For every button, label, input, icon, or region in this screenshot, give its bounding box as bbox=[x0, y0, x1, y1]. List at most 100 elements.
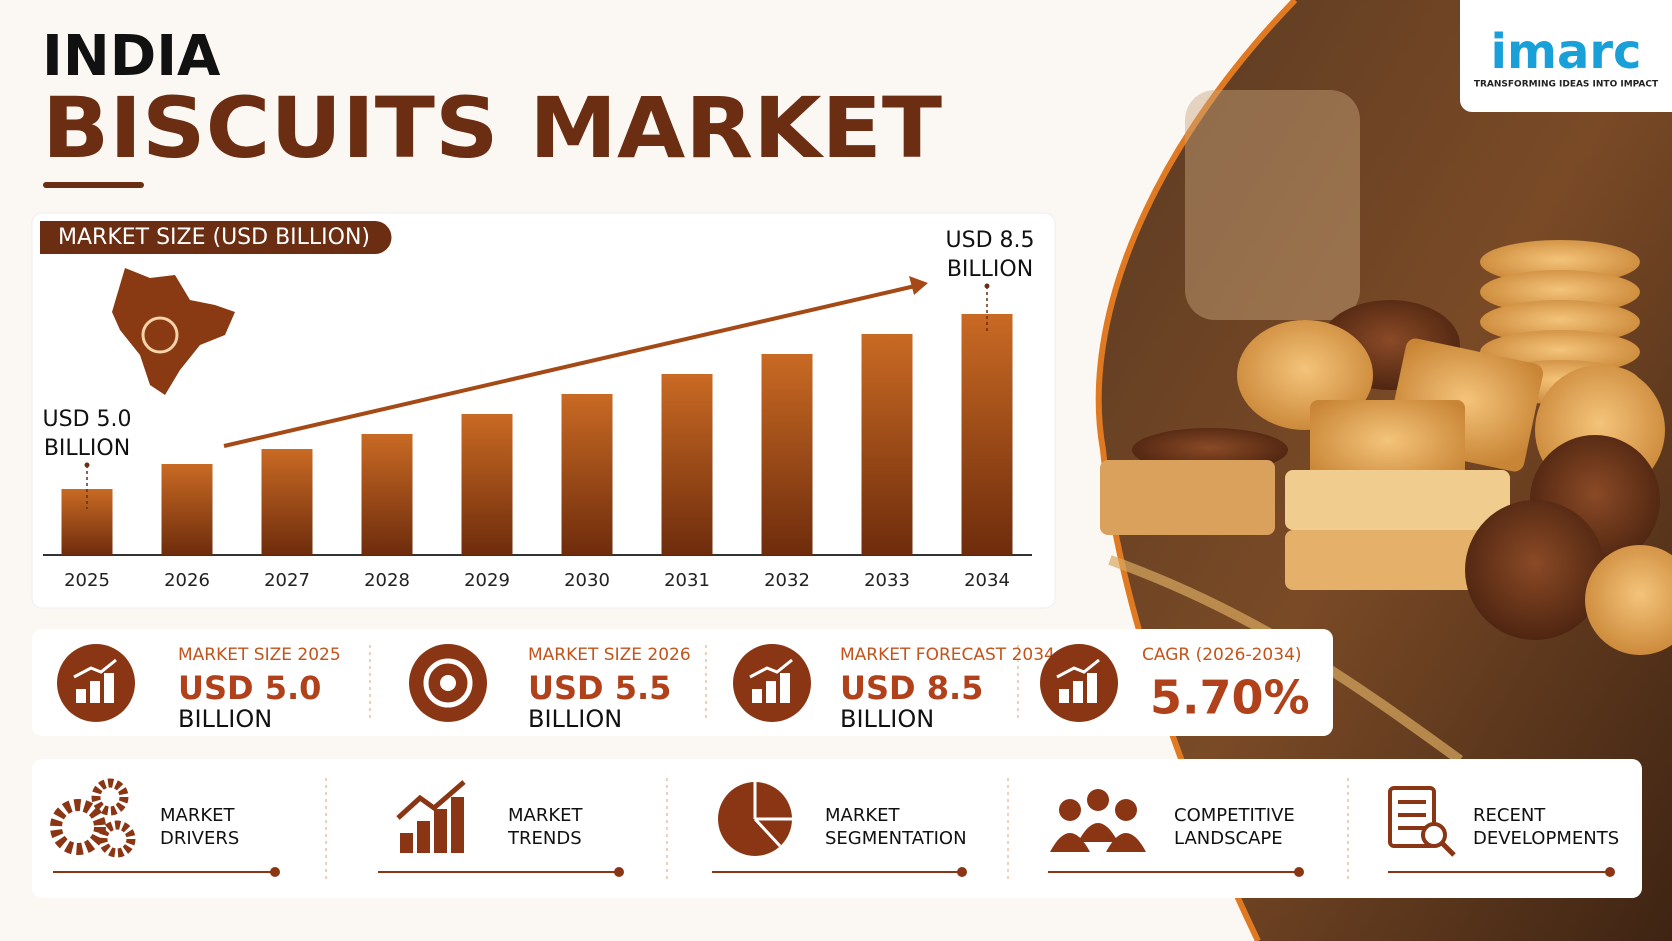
stat-icon-ring bbox=[423, 658, 473, 708]
x-tick-label: 2026 bbox=[164, 570, 210, 591]
stat-icon-bar bbox=[1059, 689, 1069, 703]
stat-icon-bar bbox=[1087, 673, 1097, 703]
topic-label: TRENDS bbox=[507, 828, 582, 849]
stat-icon-bar bbox=[780, 673, 790, 703]
title-line1: INDIA bbox=[42, 24, 221, 89]
bar bbox=[61, 489, 113, 555]
stat-unit: BILLION bbox=[178, 705, 272, 733]
topic-label: DEVELOPMENTS bbox=[1473, 828, 1619, 849]
bar bbox=[261, 449, 313, 555]
growth-arrow-head bbox=[909, 276, 928, 295]
topic-label: MARKET bbox=[825, 805, 901, 826]
stat-icon-bar bbox=[766, 681, 776, 703]
stat-label: MARKET SIZE 2025 bbox=[178, 645, 341, 665]
topic-icon bbox=[1421, 822, 1447, 848]
stat-icon-bar bbox=[752, 689, 762, 703]
stat-value: USD 5.5 bbox=[528, 669, 671, 707]
growth-arrow bbox=[223, 284, 916, 448]
stat-icon-bar bbox=[90, 681, 100, 703]
topics-card bbox=[32, 759, 1642, 898]
stat-value: 5.70% bbox=[1150, 671, 1310, 725]
bar bbox=[661, 374, 713, 555]
stat-unit: BILLION bbox=[528, 705, 622, 733]
topic-icon bbox=[1106, 833, 1146, 852]
bar bbox=[561, 394, 613, 555]
chart-title-pill bbox=[40, 221, 392, 254]
topic-icon bbox=[396, 780, 466, 820]
logo-name: imarc bbox=[1491, 24, 1642, 80]
stat-icon-bar bbox=[76, 689, 86, 703]
stat-icon-bar bbox=[1073, 681, 1083, 703]
x-tick-label: 2030 bbox=[564, 570, 610, 591]
bar-chart: 2025 2026 2027 2028 2029 2030 2031 2032 2033 2034… bbox=[43, 228, 1035, 591]
topic-icon bbox=[1078, 823, 1118, 842]
map-biscuit bbox=[141, 316, 179, 354]
stat-label: MARKET FORECAST 2034 bbox=[840, 645, 1055, 665]
india-map bbox=[112, 268, 235, 395]
topic-icon bbox=[91, 778, 129, 816]
topic-line-dot bbox=[1294, 867, 1304, 877]
topic-icon bbox=[1087, 789, 1109, 811]
annotation: USD 5.0 bbox=[43, 407, 132, 432]
x-tick-label: 2034 bbox=[964, 570, 1010, 591]
topic-label: DRIVERS bbox=[160, 828, 239, 849]
topic-icon bbox=[400, 833, 413, 853]
stats-card bbox=[32, 629, 1333, 736]
topic-line-dot bbox=[614, 867, 624, 877]
stat-icon-arrow bbox=[1056, 658, 1100, 679]
topic-label: MARKET bbox=[160, 805, 236, 826]
x-tick-label: 2033 bbox=[864, 570, 910, 591]
x-tick-label: 2028 bbox=[364, 570, 410, 591]
topic-label: SEGMENTATION bbox=[825, 828, 967, 849]
bar bbox=[961, 314, 1013, 555]
topic-icon bbox=[1440, 841, 1456, 857]
bar bbox=[761, 354, 813, 555]
x-tick-label: 2031 bbox=[664, 570, 710, 591]
stat-icon-arrow bbox=[73, 658, 117, 679]
annotation: BILLION bbox=[947, 257, 1033, 282]
x-tick-label: 2025 bbox=[64, 570, 110, 591]
stat-icon-bar bbox=[104, 673, 114, 703]
x-tick-label: 2029 bbox=[464, 570, 510, 591]
topic-label: RECENT bbox=[1473, 805, 1546, 826]
title-underline bbox=[43, 182, 144, 188]
topic-line-dot bbox=[957, 867, 967, 877]
topic-line-dot bbox=[1605, 867, 1615, 877]
topic-icon bbox=[1050, 833, 1090, 852]
stat-label: MARKET SIZE 2026 bbox=[528, 645, 691, 665]
chart-title: MARKET SIZE (USD BILLION) bbox=[58, 225, 370, 250]
stat-icon-dot bbox=[440, 675, 456, 691]
topic-icon bbox=[98, 820, 136, 858]
topic-icon bbox=[434, 809, 447, 853]
topic-icon bbox=[753, 782, 792, 848]
logo-box bbox=[1460, 0, 1672, 112]
topic-icon bbox=[50, 799, 106, 855]
topic-label: MARKET bbox=[508, 805, 584, 826]
bar bbox=[861, 334, 913, 555]
stat-value: USD 8.5 bbox=[840, 669, 983, 707]
stat-value: USD 5.0 bbox=[178, 669, 321, 707]
topic-icon bbox=[1115, 799, 1137, 821]
logo-tagline: TRANSFORMING IDEAS INTO IMPACT bbox=[1474, 80, 1659, 90]
biscuit-illustration bbox=[1100, 90, 1672, 765]
annotation-dot bbox=[984, 283, 990, 289]
stat-unit: BILLION bbox=[840, 705, 934, 733]
x-tick-label: 2027 bbox=[264, 570, 310, 591]
annotation-dot bbox=[84, 462, 90, 468]
topic-icon bbox=[1059, 799, 1081, 821]
x-tick-label: 2032 bbox=[764, 570, 810, 591]
topic-label: COMPETITIVE bbox=[1174, 805, 1295, 826]
title-line2: BISCUITS MARKET bbox=[42, 79, 942, 177]
stat-icon-arrow bbox=[749, 658, 793, 679]
topic-icon bbox=[1388, 786, 1436, 848]
annotation: USD 8.5 bbox=[946, 228, 1035, 253]
bar bbox=[161, 464, 213, 555]
bar bbox=[361, 434, 413, 555]
topic-icon bbox=[451, 797, 464, 853]
topic-label: LANDSCAPE bbox=[1174, 828, 1283, 849]
topics: MARKETDRIVERSMARKETTRENDSMARKETSEGMENTAT… bbox=[50, 778, 1619, 880]
stat-label: CAGR (2026-2034) bbox=[1142, 645, 1302, 665]
